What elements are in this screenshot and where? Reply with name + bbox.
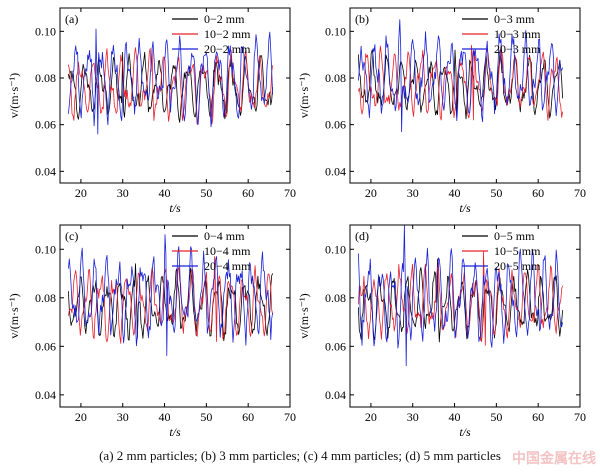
x-tick-label: 30 xyxy=(407,186,419,200)
y-tick-label: 0.10 xyxy=(325,242,346,256)
legend-label: 0−3 mm xyxy=(494,12,535,26)
y-axis-label: v/(m·s⁻¹) xyxy=(7,293,21,338)
plot-frame xyxy=(59,7,291,184)
y-tick-label: 0.06 xyxy=(325,339,346,353)
panel-label: (c) xyxy=(65,229,78,243)
x-tick-label: 70 xyxy=(574,410,586,424)
x-axis-label: t/s xyxy=(169,425,181,439)
x-tick-label: 50 xyxy=(490,410,502,424)
legend-label: 10−5 mm xyxy=(494,244,541,258)
chart-panel-a: 20 30 40 50 60 70 0.04 0.06 0.08 0.10 (a) t/s v/(m·s… xyxy=(7,7,296,215)
y-tick-label: 0.06 xyxy=(35,339,56,353)
watermark: 中国金属在线 xyxy=(512,451,596,467)
y-tick-label: 0.10 xyxy=(35,242,56,256)
y-tick-label: 0.08 xyxy=(35,291,56,305)
series-line-10-2-mm xyxy=(68,47,273,125)
y-axis-label: v/(m·s⁻¹) xyxy=(297,73,311,118)
y-tick-label: 0.08 xyxy=(325,291,346,305)
x-tick-label: 50 xyxy=(490,186,502,200)
plot-frame xyxy=(59,224,291,408)
series-line-20-2-mm xyxy=(68,28,273,135)
x-tick-label: 60 xyxy=(532,410,544,424)
chart-panel-b: 20 30 40 50 60 70 0.04 0.06 0.08 0.10 (b) t/s v/(m·s… xyxy=(297,7,586,215)
x-tick-label: 30 xyxy=(117,186,129,200)
legend-label: 20−2 mm xyxy=(204,42,251,56)
x-tick-label: 70 xyxy=(284,410,296,424)
series-line-10-4-mm xyxy=(68,256,273,344)
y-tick-label: 0.04 xyxy=(325,164,346,178)
x-axis-label: t/s xyxy=(459,425,471,439)
legend-label: 0−2 mm xyxy=(204,12,245,26)
legend-label: 0−4 mm xyxy=(204,229,245,243)
x-tick-label: 20 xyxy=(365,186,377,200)
chart-panel-c: 20 30 40 50 60 70 0.04 0.06 0.08 0.10 (c) t/s v/(m·s… xyxy=(7,224,296,439)
y-tick-label: 0.08 xyxy=(325,71,346,85)
legend-label: 10−2 mm xyxy=(204,27,251,41)
legend-label: 10−4 mm xyxy=(204,244,251,258)
x-tick-label: 70 xyxy=(284,186,296,200)
x-tick-label: 70 xyxy=(574,186,586,200)
y-tick-label: 0.04 xyxy=(35,164,56,178)
x-tick-label: 20 xyxy=(365,410,377,424)
chart-panel-d: 20 30 40 50 60 70 0.04 0.06 0.08 0.10 (d) t/s v/(m·s… xyxy=(297,224,586,439)
y-tick-label: 0.08 xyxy=(35,71,56,85)
x-axis-label: t/s xyxy=(169,201,181,215)
panel-label: (d) xyxy=(355,229,369,243)
panel-label: (a) xyxy=(65,12,78,26)
y-axis-label: v/(m·s⁻¹) xyxy=(7,73,21,118)
x-tick-label: 50 xyxy=(200,186,212,200)
y-tick-label: 0.06 xyxy=(325,118,346,132)
plot-frame xyxy=(349,7,581,184)
x-tick-label: 60 xyxy=(242,186,254,200)
legend-label: 10−3 mm xyxy=(494,27,541,41)
panel-label: (b) xyxy=(355,12,369,26)
legend-label: 20−3 mm xyxy=(494,42,541,56)
x-tick-label: 50 xyxy=(200,410,212,424)
series-line-0-3-mm xyxy=(358,49,563,120)
series-line-20-5-mm xyxy=(358,225,563,367)
series-line-10-5-mm xyxy=(358,251,563,346)
x-tick-label: 20 xyxy=(75,186,87,200)
series-line-0-2-mm xyxy=(68,51,273,123)
x-tick-label: 60 xyxy=(532,186,544,200)
legend-label: 0−5 mm xyxy=(494,229,535,243)
series-line-20-4-mm xyxy=(68,234,273,356)
plot-frame xyxy=(349,224,581,408)
y-tick-label: 0.04 xyxy=(325,388,346,402)
y-axis-label: v/(m·s⁻¹) xyxy=(297,293,311,338)
x-tick-label: 30 xyxy=(407,410,419,424)
legend-label: 20−4 mm xyxy=(204,259,251,273)
x-tick-label: 40 xyxy=(159,410,171,424)
series-line-0-4-mm xyxy=(68,263,273,342)
y-tick-label: 0.10 xyxy=(35,24,56,38)
figure-caption: (a) 2 mm particles; (b) 3 mm particles; … xyxy=(99,448,501,463)
x-tick-label: 40 xyxy=(159,186,171,200)
legend-label: 20−5 mm xyxy=(494,259,541,273)
x-tick-label: 30 xyxy=(117,410,129,424)
y-tick-label: 0.10 xyxy=(325,24,346,38)
x-tick-label: 20 xyxy=(75,410,87,424)
x-tick-label: 40 xyxy=(449,410,461,424)
y-tick-label: 0.04 xyxy=(35,388,56,402)
y-tick-label: 0.06 xyxy=(35,118,56,132)
series-line-20-3-mm xyxy=(358,19,563,133)
x-tick-label: 60 xyxy=(242,410,254,424)
x-axis-label: t/s xyxy=(459,201,471,215)
series-line-10-3-mm xyxy=(358,44,563,121)
x-tick-label: 40 xyxy=(449,186,461,200)
